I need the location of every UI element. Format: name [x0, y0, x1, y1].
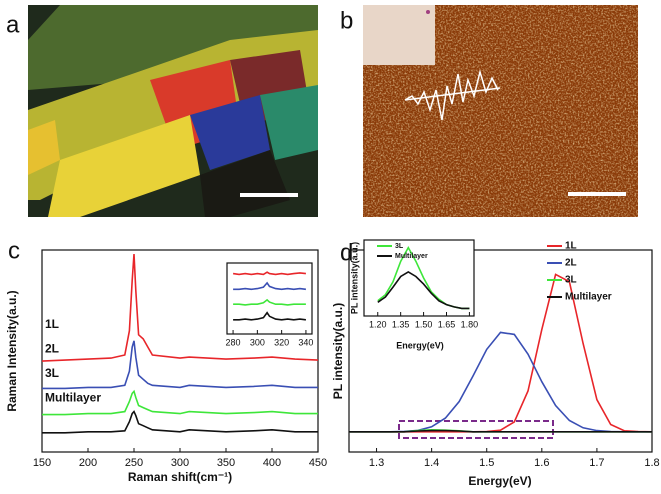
plot-frame: [348, 249, 653, 453]
x-tick-label: 1.80: [461, 319, 479, 329]
x-tick-label: 280: [226, 337, 241, 347]
series-line: [42, 389, 318, 416]
x-tick-label: 200: [79, 457, 97, 469]
series-line: [377, 270, 470, 310]
panel-label: d: [340, 239, 353, 266]
panel-label: a: [6, 11, 20, 38]
x-tick-label: 1.50: [415, 319, 433, 329]
x-tick-label: 250: [125, 457, 143, 469]
legend-label: 2L: [565, 258, 577, 269]
series-label: 1L: [45, 317, 59, 331]
x-tick-label: 1.3: [369, 457, 384, 469]
legend-label: Multilayer: [395, 253, 428, 260]
x-tick-label: 1.7: [589, 457, 604, 469]
x-tick-label: 1.20: [369, 319, 387, 329]
x-tick-label: 340: [298, 337, 313, 347]
series-line: [233, 298, 306, 306]
series-line: [233, 281, 306, 291]
series-line: [41, 253, 319, 362]
x-tick-label: 320: [274, 337, 289, 347]
x-tick-label: 300: [171, 457, 189, 469]
x-tick-label: 1.5: [479, 457, 494, 469]
x-axis-label: Energy(eV): [468, 474, 531, 488]
x-tick-label: 1.65: [438, 319, 456, 329]
series-label: 2L: [45, 342, 59, 356]
x-axis-label: Raman shift(cm⁻¹): [128, 470, 232, 484]
x-tick-label: 1.8: [644, 457, 659, 469]
y-axis-label: PL intensity(a.u.): [349, 242, 359, 314]
x-tick-label: 150: [33, 457, 51, 469]
legend-label: 3L: [565, 275, 577, 286]
x-tick-label: 400: [263, 457, 281, 469]
series-line: [349, 429, 652, 433]
x-tick-label: 450: [309, 457, 327, 469]
highlight-box: [398, 420, 554, 439]
afm-image: [363, 5, 638, 217]
legend-label: 1L: [565, 241, 577, 252]
series-label: 3L: [45, 366, 59, 380]
x-tick-label: 300: [250, 337, 265, 347]
x-tick-label: 1.35: [392, 319, 410, 329]
series-line: [233, 311, 306, 321]
x-tick-label: 1.6: [534, 457, 549, 469]
x-tick-label: 1.4: [424, 457, 439, 469]
panel-label: c: [8, 237, 20, 264]
x-axis-label: Energy(eV): [396, 340, 444, 350]
legend-label: 3L: [395, 243, 404, 250]
y-axis-label: PL intensity(a.u.): [331, 303, 345, 399]
optical-image: [28, 5, 318, 217]
x-tick-label: 350: [217, 457, 235, 469]
y-axis-label: Raman Intensity(a.u.): [5, 290, 19, 411]
panel-label: b: [340, 7, 353, 34]
series-label: Multilayer: [45, 391, 101, 405]
series-line: [42, 410, 318, 434]
series-line: [232, 271, 306, 276]
plot-frame: [363, 239, 475, 317]
series-line: [42, 340, 318, 390]
legend-label: Multilayer: [565, 292, 612, 303]
